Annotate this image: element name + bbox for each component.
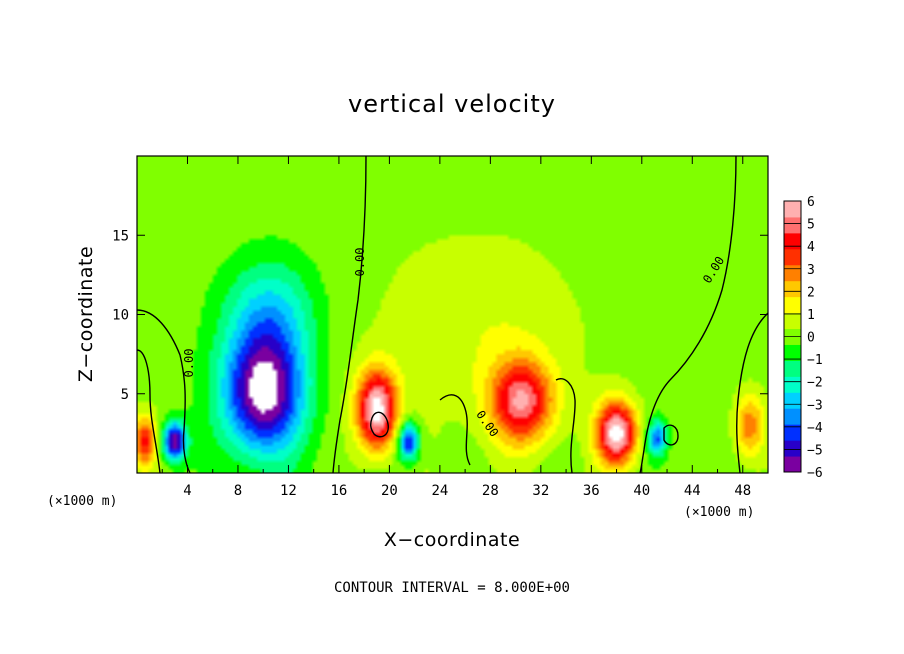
x-tick-label: 20	[381, 483, 398, 499]
colorbar-tick-label: −5	[807, 443, 823, 458]
colorbar-segment	[784, 264, 801, 282]
colorbar-segment	[784, 344, 801, 361]
x-tick-label: 44	[684, 483, 701, 499]
y-axis-label: Z−coordinate	[75, 246, 97, 382]
closed-contour-19	[369, 411, 389, 438]
colorbar-tick-label: −2	[807, 376, 823, 391]
x-axis-label: X−coordinate	[384, 529, 520, 551]
zero-contour-center	[332, 156, 367, 473]
x-tick-label: 8	[234, 483, 242, 499]
x-axis: 4 8 12 16 20 24 28 32 36 40 44 48	[161, 156, 751, 499]
x-tick-label: 40	[633, 483, 650, 499]
y-tick-label: 10	[112, 308, 129, 324]
zero-contour-mid2	[555, 378, 576, 473]
y-tick-label: 15	[112, 228, 129, 244]
colorbar-segment	[784, 201, 801, 218]
colorbar-segment	[784, 232, 801, 250]
x-tick-label: 12	[280, 483, 297, 499]
x-tick-label: 32	[532, 483, 549, 499]
x-tick-label: 28	[482, 483, 499, 499]
closed-contour-small	[663, 424, 679, 446]
zero-contour-left	[137, 309, 191, 473]
plot-area: 0.00 0.00 0.00 0.00	[136, 155, 769, 474]
x-tick-label: 48	[734, 483, 751, 499]
colorbar-segment	[784, 424, 801, 441]
colorbar-segment	[784, 392, 801, 409]
y-axis: 5 10 15	[112, 228, 768, 403]
contour-lines	[137, 156, 768, 473]
zero-contour-edge	[736, 312, 768, 473]
colorbar-segment	[784, 312, 801, 330]
colorbar-segment	[784, 248, 801, 266]
x-tick-label: 4	[183, 483, 191, 499]
velocity-field	[137, 156, 768, 473]
colorbar: 6 5 4 3 2 1 0 −1 −2 −3 −4 −5 −6	[783, 195, 823, 481]
colorbar-tick-label: 3	[807, 263, 815, 278]
x-tick-label: 16	[330, 483, 347, 499]
x-tick-label: 24	[431, 483, 448, 499]
contour-interval-footer: CONTOUR INTERVAL = 8.000E+00	[334, 580, 570, 596]
zero-contour-left2	[137, 349, 161, 473]
colorbar-segment	[784, 408, 801, 425]
x-unit-right: (×1000 m)	[684, 505, 754, 520]
colorbar-tick-label: −1	[807, 353, 823, 368]
contour-label-center: 0.00	[353, 248, 367, 277]
colorbar-segment	[784, 376, 801, 393]
colorbar-segment	[784, 456, 801, 473]
zero-contour-mid	[439, 394, 471, 466]
colorbar-tick-label: 4	[807, 240, 815, 255]
colorbar-tick-label: 6	[807, 195, 815, 210]
colorbar-tick-label: 2	[807, 285, 815, 300]
colorbar-segment	[784, 280, 801, 298]
colorbar-tick-label: −6	[807, 466, 823, 481]
colorbar-segment	[784, 440, 801, 457]
colorbar-segment	[784, 216, 801, 234]
zero-contour-right	[639, 156, 737, 473]
contour-label-left: 0.00	[182, 349, 196, 378]
colorbar-tick-label: 5	[807, 218, 815, 233]
x-unit-left: (×1000 m)	[47, 494, 117, 509]
colorbar-segment	[784, 296, 801, 314]
x-tick-label: 36	[583, 483, 600, 499]
colorbar-tick-label: 0	[807, 331, 815, 346]
colorbar-tick-label: −4	[807, 421, 823, 436]
colorbar-tick-label: −3	[807, 398, 823, 413]
colorbar-tick-label: 1	[807, 308, 815, 323]
chart-title: vertical velocity	[348, 90, 556, 118]
colorbar-segment	[784, 360, 801, 377]
y-tick-label: 5	[121, 387, 129, 403]
